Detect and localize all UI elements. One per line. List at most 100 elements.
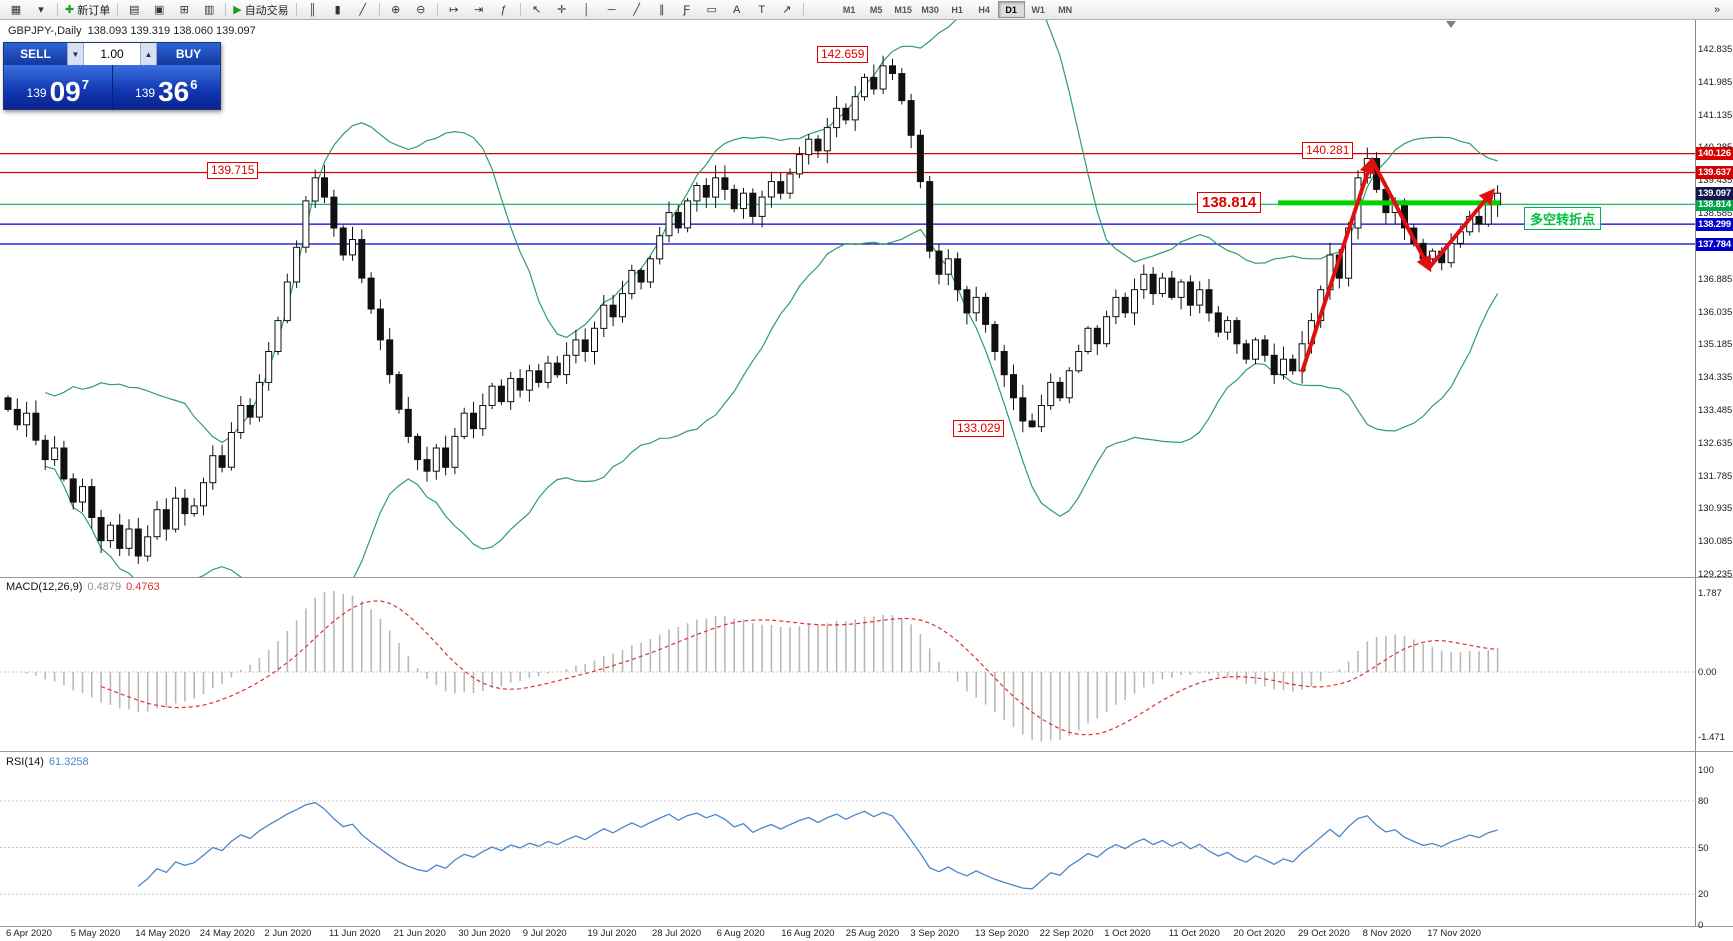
timeframe-M1[interactable]: M1 bbox=[842, 4, 856, 15]
sell-button[interactable]: SELL bbox=[4, 43, 67, 65]
volume-decrease-button[interactable]: ▼ bbox=[67, 43, 84, 65]
toolbar-separator bbox=[436, 3, 438, 16]
line-chart-icon: ╱ bbox=[359, 4, 366, 16]
auto-scroll-icon[interactable]: ↦ bbox=[442, 1, 466, 19]
macd-signal-line bbox=[100, 600, 1498, 736]
new-chart-icon[interactable]: ▦ bbox=[4, 1, 28, 19]
candlestick-chart bbox=[0, 19, 1695, 577]
candlestick-chart-icon[interactable]: ▮ bbox=[326, 1, 350, 19]
trendline-icon[interactable]: ╱ bbox=[625, 1, 649, 19]
annotation-price-label[interactable]: 138.814 bbox=[1197, 192, 1262, 213]
timeframe-D1[interactable]: D1 bbox=[997, 1, 1025, 18]
text-icon: A bbox=[733, 3, 741, 16]
annotation-price-label[interactable]: 133.029 bbox=[953, 420, 1005, 437]
price-tag: 139.097 bbox=[1696, 186, 1733, 200]
market-watch-icon[interactable]: ▤ bbox=[122, 1, 146, 19]
price-axis[interactable]: 142.835141.985141.135140.285139.435138.5… bbox=[1696, 0, 1733, 941]
timeframe-M5[interactable]: M5 bbox=[869, 4, 883, 15]
price-axis-label: 141.985 bbox=[1698, 76, 1733, 88]
time-axis[interactable]: 6 Apr 2020 5 May 2020 14 May 2020 24 May 20… bbox=[0, 928, 1695, 941]
date-axis-label: 5 May 2020 bbox=[70, 928, 121, 939]
date-axis-label: 13 Sep 2020 bbox=[975, 928, 1029, 939]
crosshair-icon: ✛ bbox=[557, 4, 567, 16]
annotation-price-label[interactable]: 142.659 bbox=[817, 46, 869, 63]
macd-panel-area[interactable] bbox=[0, 579, 1695, 751]
price-axis-label: 138.585 bbox=[1698, 208, 1733, 220]
chart-shift-icon[interactable]: ⇥ bbox=[467, 1, 491, 19]
text-label-icon[interactable]: T bbox=[750, 1, 774, 19]
date-axis-label: 28 Jul 2020 bbox=[652, 928, 702, 939]
date-axis-label: 21 Jun 2020 bbox=[393, 928, 446, 939]
cursor-icon[interactable]: ↖ bbox=[525, 1, 549, 19]
timeframe-W1[interactable]: W1 bbox=[1031, 4, 1045, 15]
annotation-price-label[interactable]: 139.715 bbox=[207, 162, 259, 179]
annotation-text-label[interactable]: 多空转折点 bbox=[1524, 207, 1602, 230]
shapes-icon: ▭ bbox=[706, 4, 717, 16]
buy-price[interactable]: 139 36 6 bbox=[112, 65, 220, 109]
sell-price[interactable]: 139 09 7 bbox=[4, 65, 113, 109]
candlestick-chart-icon: ▮ bbox=[334, 4, 341, 16]
terminal-icon: ▥ bbox=[204, 4, 215, 16]
terminal-icon[interactable]: ▥ bbox=[197, 1, 221, 19]
price-axis-label: 133.485 bbox=[1698, 404, 1733, 416]
price-axis-label: 130.935 bbox=[1698, 503, 1733, 515]
data-window-icon[interactable]: ▣ bbox=[147, 1, 171, 19]
zoom-in-icon: ⊕ bbox=[391, 4, 401, 16]
date-axis-label: 3 Sep 2020 bbox=[910, 928, 959, 939]
new-order-button: ✚ bbox=[65, 4, 75, 16]
trend-arrow[interactable] bbox=[1300, 157, 1376, 373]
rsi-axis-label: 20 bbox=[1698, 889, 1709, 900]
crosshair-icon[interactable]: ✛ bbox=[550, 1, 574, 19]
rsi-panel-area[interactable] bbox=[0, 753, 1695, 926]
volume-input[interactable]: 1.00 bbox=[84, 43, 140, 65]
vertical-line-icon[interactable]: │ bbox=[575, 1, 599, 19]
date-axis-label: 24 May 2020 bbox=[199, 928, 255, 939]
text-label-icon: T bbox=[758, 3, 766, 16]
trend-arrow[interactable] bbox=[1427, 188, 1496, 270]
new-order-button-label: 新订单 bbox=[77, 4, 111, 17]
price-tag: 139.637 bbox=[1696, 165, 1733, 179]
navigator-icon[interactable]: ⊞ bbox=[172, 1, 196, 19]
toolbar: ▦ ▾ ✚ 新订单 ▤ ▣ ⊞ ▥ ▶ 自动交易 ║ ▮ ╱ ⊕ ⊖ ↦ ⇥ ƒ ↖ ✛ │ ─ ╱ ∥ Ƒ ▭ A T ↗ M1 M5 M1… bbox=[0, 0, 1733, 20]
trend-arrow[interactable] bbox=[1369, 157, 1432, 273]
timeframe-H1[interactable]: H1 bbox=[951, 4, 963, 15]
timeframe-MN[interactable]: MN bbox=[1058, 4, 1073, 15]
date-axis-label: 16 Aug 2020 bbox=[781, 928, 835, 939]
date-axis-label: 30 Jun 2020 bbox=[458, 928, 511, 939]
text-icon[interactable]: A bbox=[725, 1, 749, 19]
zoom-in-icon[interactable]: ⊕ bbox=[384, 1, 408, 19]
timeframe-H4[interactable]: H4 bbox=[978, 4, 990, 15]
volume-increase-button[interactable]: ▲ bbox=[140, 43, 157, 65]
annotation-price-label[interactable]: 140.281 bbox=[1302, 142, 1354, 159]
price-axis-label: 136.885 bbox=[1698, 273, 1733, 285]
shapes-icon[interactable]: ▭ bbox=[700, 1, 724, 19]
price-axis-label: 141.135 bbox=[1698, 109, 1733, 121]
autotrading-button[interactable]: ▶ 自动交易 bbox=[230, 1, 291, 19]
arrows-icon[interactable]: ↗ bbox=[775, 1, 799, 19]
equidistant-channel-icon: ∥ bbox=[658, 4, 665, 16]
chart-plot-area[interactable] bbox=[0, 19, 1695, 577]
equidistant-channel-icon[interactable]: ∥ bbox=[650, 1, 674, 19]
indicators-icon[interactable]: ƒ bbox=[492, 1, 516, 19]
toolbar-overflow-icon[interactable]: » bbox=[1713, 3, 1721, 16]
timeframe-M30[interactable]: M30 bbox=[921, 4, 939, 15]
price-axis-label: 135.185 bbox=[1698, 339, 1733, 351]
zoom-out-icon[interactable]: ⊖ bbox=[409, 1, 433, 19]
chart-window-menu-icon[interactable]: ▾ bbox=[29, 1, 53, 19]
fibonacci-icon[interactable]: Ƒ bbox=[675, 1, 699, 19]
bar-chart-icon: ║ bbox=[308, 3, 317, 16]
ohlc-values: 138.093 139.319 138.060 139.097 bbox=[87, 25, 256, 37]
rsi-axis-label: 80 bbox=[1698, 796, 1709, 807]
bar-chart-icon[interactable]: ║ bbox=[301, 1, 325, 19]
chart-shift-marker[interactable] bbox=[1446, 21, 1456, 28]
rsi-axis-label: 0 bbox=[1698, 920, 1704, 931]
rsi-line bbox=[137, 801, 1498, 890]
buy-button[interactable]: BUY bbox=[157, 43, 220, 65]
line-chart-icon[interactable]: ╱ bbox=[351, 1, 375, 19]
new-order-button[interactable]: ✚ 新订单 bbox=[62, 1, 113, 19]
horizontal-line-icon[interactable]: ─ bbox=[600, 1, 624, 19]
timeframe-M15[interactable]: M15 bbox=[894, 4, 912, 15]
data-window-icon: ▣ bbox=[154, 4, 165, 16]
